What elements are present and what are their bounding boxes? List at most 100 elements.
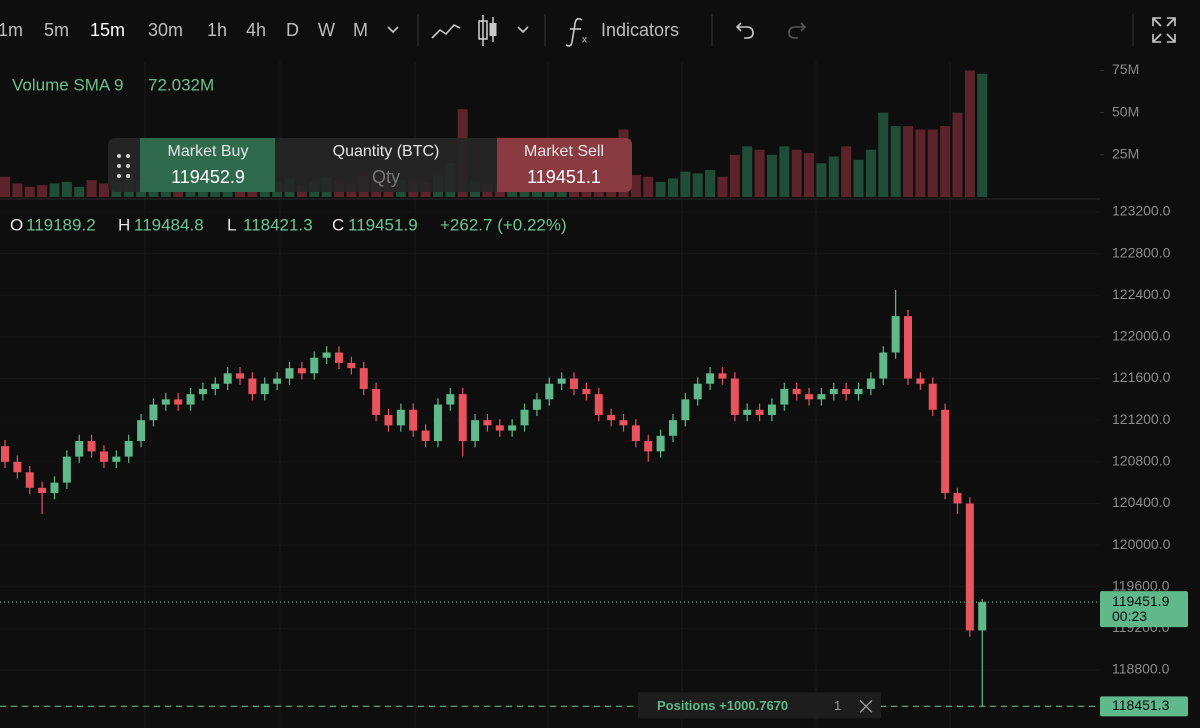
countdown-label: 00:23	[1112, 608, 1147, 624]
volume-bar	[766, 154, 777, 197]
y-tick-label: 119600.0	[1112, 577, 1170, 593]
sell-bg	[497, 138, 632, 192]
candle-body	[471, 420, 480, 441]
candle-body	[928, 383, 937, 410]
candle-body	[186, 394, 195, 405]
volume-bar	[86, 180, 97, 197]
positions-label: Positions +1000.7670	[657, 698, 788, 713]
candle-body	[594, 394, 603, 415]
volume-bar	[964, 70, 975, 197]
candle-body	[718, 373, 727, 379]
volume-tick-label: 50M	[1112, 103, 1139, 119]
candle-body	[273, 378, 282, 384]
candle-body	[421, 430, 430, 441]
line-chart-button[interactable]	[431, 24, 461, 39]
chart-type-dropdown[interactable]	[517, 26, 529, 34]
candle-chart-button[interactable]	[478, 15, 497, 46]
candle-body	[854, 388, 863, 395]
candle-body	[483, 420, 492, 426]
candle-body	[384, 414, 393, 426]
interval-dropdown[interactable]	[387, 26, 399, 34]
interval-button[interactable]: 1h	[207, 20, 227, 40]
candle-body	[87, 440, 96, 452]
candle-body	[619, 420, 628, 426]
sell-price: 119451.1	[527, 167, 601, 187]
interval-button[interactable]: M	[353, 20, 368, 40]
candle-body	[755, 409, 764, 415]
interval-button[interactable]: D	[286, 20, 299, 40]
positions-close[interactable]	[859, 699, 873, 713]
volume-bar	[841, 146, 852, 197]
volume-bar	[853, 159, 864, 197]
volume-bar	[804, 153, 815, 197]
sell-label: Market Sell	[524, 143, 604, 160]
y-tick-label: 122400.0	[1112, 286, 1171, 302]
market-sell-button[interactable]: Market Sell 119451.1	[497, 138, 632, 192]
volume-bar	[61, 181, 72, 197]
candle-body	[668, 420, 677, 436]
candle-body	[904, 316, 913, 379]
candle-body	[1, 446, 9, 462]
last-price-label: 119451.9	[1112, 593, 1170, 609]
candle-body	[248, 378, 257, 395]
volume-bar	[754, 149, 765, 197]
volume-bar	[791, 149, 802, 197]
interval-button[interactable]: 30m	[148, 20, 183, 40]
volume-bar	[74, 186, 85, 197]
y-tick-label: 122000.0	[1112, 328, 1171, 344]
volume-bar	[927, 129, 938, 197]
volume-bar	[49, 183, 60, 197]
positions-bar[interactable]	[638, 692, 881, 719]
volume-tick-label: 75M	[1112, 61, 1139, 77]
volume-bar	[903, 126, 914, 197]
volume-legend-value: 72.032M	[148, 75, 214, 94]
candle-body	[656, 435, 665, 452]
candle-body	[236, 373, 245, 379]
interval-button[interactable]: 15m	[90, 20, 125, 40]
quantity-input[interactable]: Qty	[372, 167, 400, 187]
redo-button[interactable]	[788, 22, 807, 39]
volume-bar	[828, 156, 839, 197]
volume-bar	[779, 146, 790, 197]
candle-body	[446, 394, 455, 405]
ohlc-legend: O 119189.2 H 119484.8 L 118421.3 C 119451.9	[10, 215, 418, 234]
toolbar: x Indicators 1m 5m 15m 30m 1h 4h D W M	[0, 14, 1176, 47]
candle-body	[805, 394, 814, 400]
undo-button[interactable]	[735, 22, 754, 39]
ohlc-key: O	[10, 215, 23, 234]
fullscreen-button[interactable]	[1152, 17, 1176, 43]
candle-body	[916, 378, 925, 384]
indicators-button[interactable]: Indicators	[601, 20, 679, 40]
volume-bar	[705, 170, 716, 197]
candle-body	[780, 388, 789, 405]
buy-bg	[140, 138, 275, 192]
candle-body	[161, 399, 170, 405]
svg-text:x: x	[582, 35, 587, 46]
interval-button[interactable]: W	[318, 20, 335, 40]
interval-button[interactable]: 1m	[0, 20, 23, 40]
market-buy-button[interactable]: Market Buy 119452.9	[140, 138, 275, 192]
indicators-icon[interactable]: x	[565, 17, 587, 47]
candle-body	[891, 316, 900, 353]
candle-body	[211, 383, 220, 389]
volume-bar	[742, 146, 753, 197]
candle-body	[359, 368, 368, 389]
candle-body	[767, 404, 776, 415]
candle-body	[75, 440, 84, 457]
candle-body	[433, 404, 442, 441]
candle-body	[285, 368, 294, 379]
candle-body	[953, 493, 962, 504]
candle-body	[50, 482, 59, 494]
candle-body	[334, 352, 343, 363]
candle-body	[706, 373, 715, 384]
interval-button[interactable]: 5m	[44, 20, 69, 40]
y-tick-label: 121600.0	[1112, 369, 1171, 385]
drag-handle[interactable]	[117, 154, 130, 178]
candle-body	[297, 368, 306, 374]
candle-body	[631, 425, 640, 441]
volume-bar	[940, 126, 951, 197]
interval-button[interactable]: 4h	[246, 20, 266, 40]
ohlc-value: 119189.2	[26, 215, 96, 234]
candle-body	[941, 409, 950, 494]
